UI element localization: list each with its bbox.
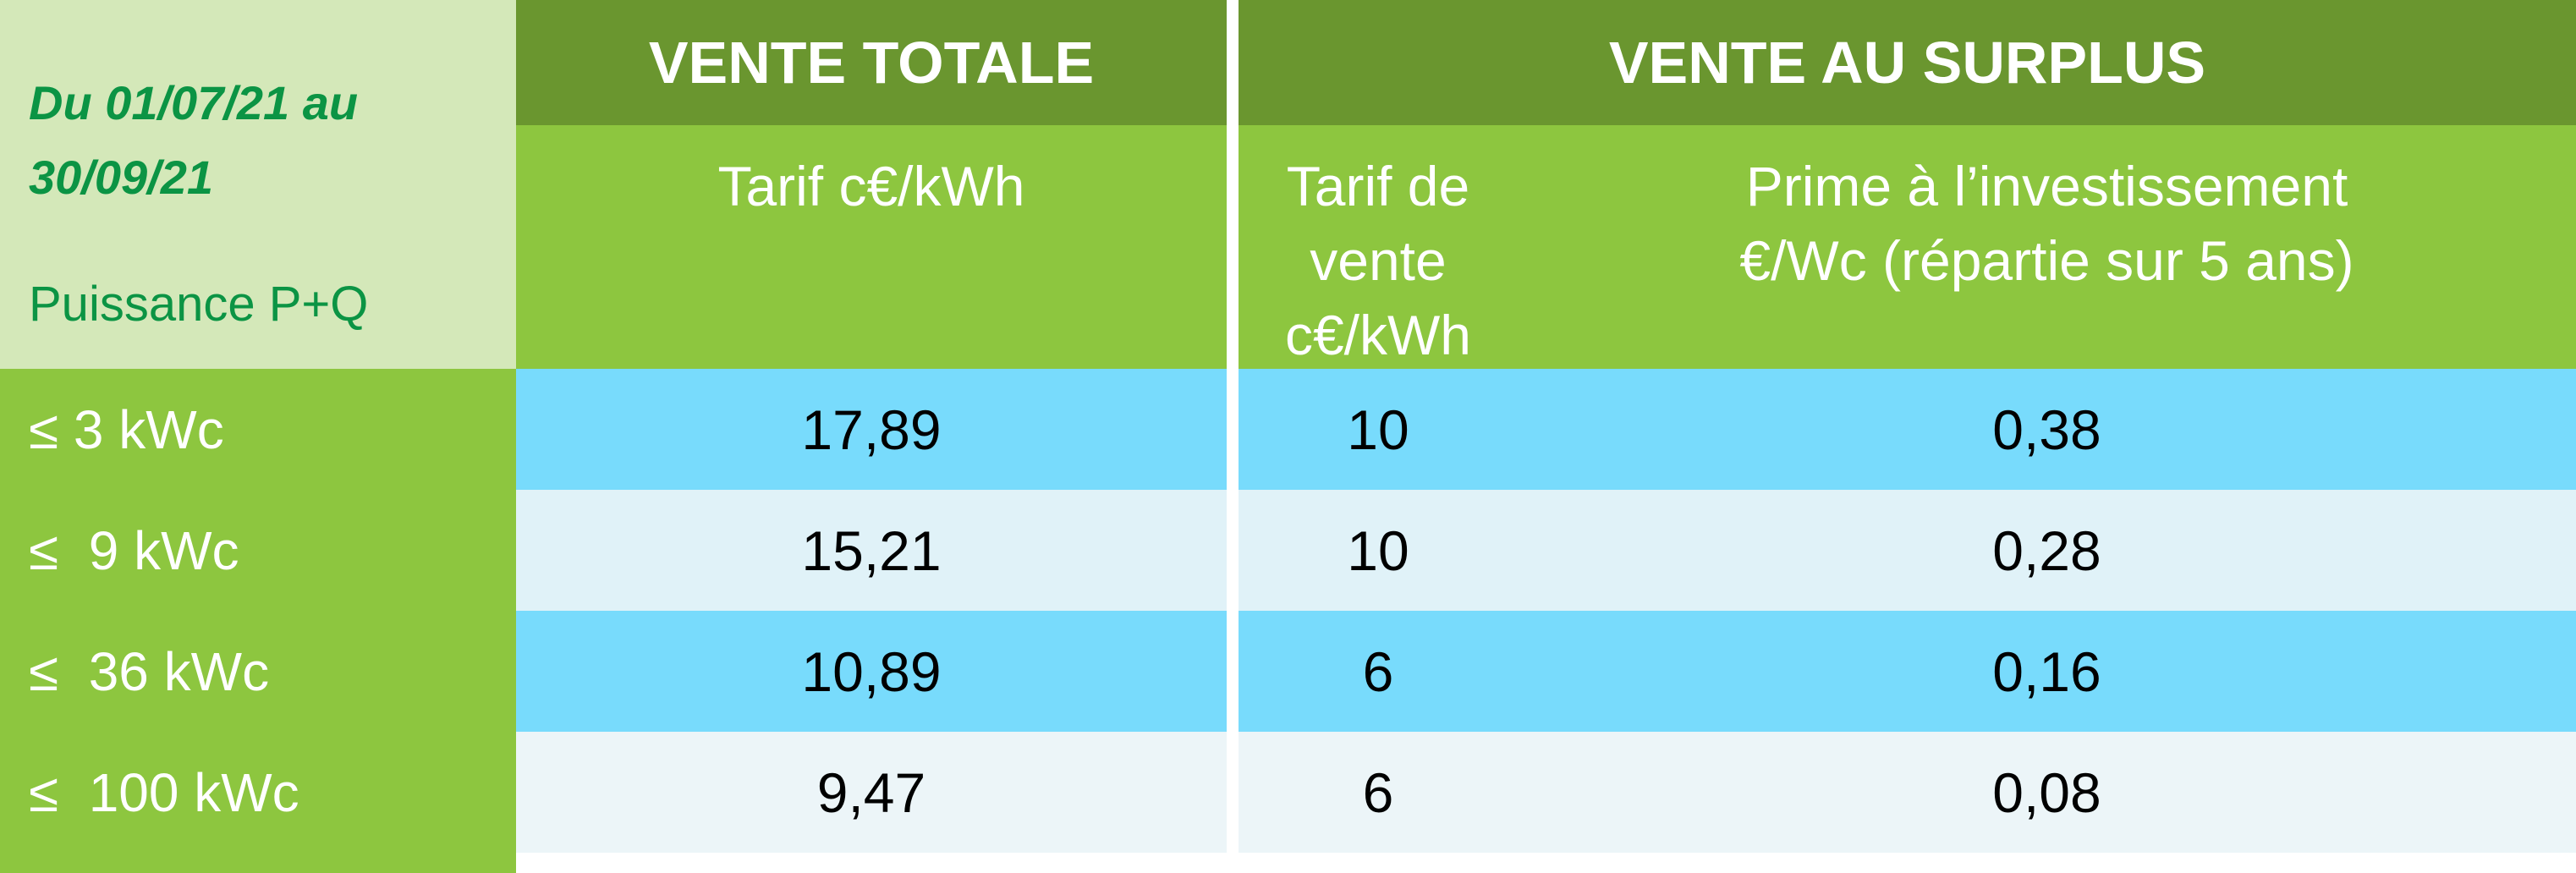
table-bottom-edge <box>0 853 516 873</box>
subheader-tarif-vente-line2: c€/kWh <box>1284 304 1472 366</box>
header-vente-surplus: VENTE AU SURPLUS <box>1239 0 2576 125</box>
cell-tarif-vente: 6 <box>1239 611 1518 732</box>
subheader-prime: Prime à l’investissement €/Wc (répartie … <box>1518 125 2576 369</box>
cell-prime: 0,28 <box>1518 490 2576 611</box>
cell-tarif-vente: 10 <box>1239 369 1518 490</box>
row-power-label: ≤ 36 kWc <box>0 611 516 732</box>
cell-tarif-vente: 6 <box>1239 732 1518 853</box>
table-bottom-edge <box>1239 853 2576 873</box>
power-column-label: Puissance P+Q <box>29 277 369 332</box>
period-label: Du 01/07/21 au 30/09/21 <box>29 76 359 204</box>
subheader-tarif: Tarif c€/kWh <box>516 125 1227 369</box>
row-power-label: ≤ 100 kWc <box>0 732 516 853</box>
table-bottom-edge <box>516 853 1227 873</box>
cell-prime: 0,08 <box>1518 732 2576 853</box>
column-divider <box>1227 0 1239 873</box>
subheader-prime-line1: Prime à l’investissement <box>1745 155 2348 217</box>
subheader-tarif-vente-line1: Tarif de vente <box>1286 155 1470 292</box>
cell-tarif-total: 10,89 <box>516 611 1227 732</box>
cell-tarif-vente: 10 <box>1239 490 1518 611</box>
cell-prime: 0,16 <box>1518 611 2576 732</box>
row-power-label: ≤ 9 kWc <box>0 490 516 611</box>
cell-tarif-total: 17,89 <box>516 369 1227 490</box>
cell-prime: 0,38 <box>1518 369 2576 490</box>
header-vente-totale: VENTE TOTALE <box>516 0 1227 125</box>
row-power-label: ≤ 3 kWc <box>0 369 516 490</box>
subheader-tarif-vente: Tarif de vente c€/kWh <box>1239 125 1518 369</box>
table-corner-cell: Du 01/07/21 au 30/09/21 Puissance P+Q <box>0 0 516 369</box>
subheader-prime-line2: €/Wc (répartie sur 5 ans) <box>1739 229 2354 292</box>
cell-tarif-total: 15,21 <box>516 490 1227 611</box>
cell-tarif-total: 9,47 <box>516 732 1227 853</box>
